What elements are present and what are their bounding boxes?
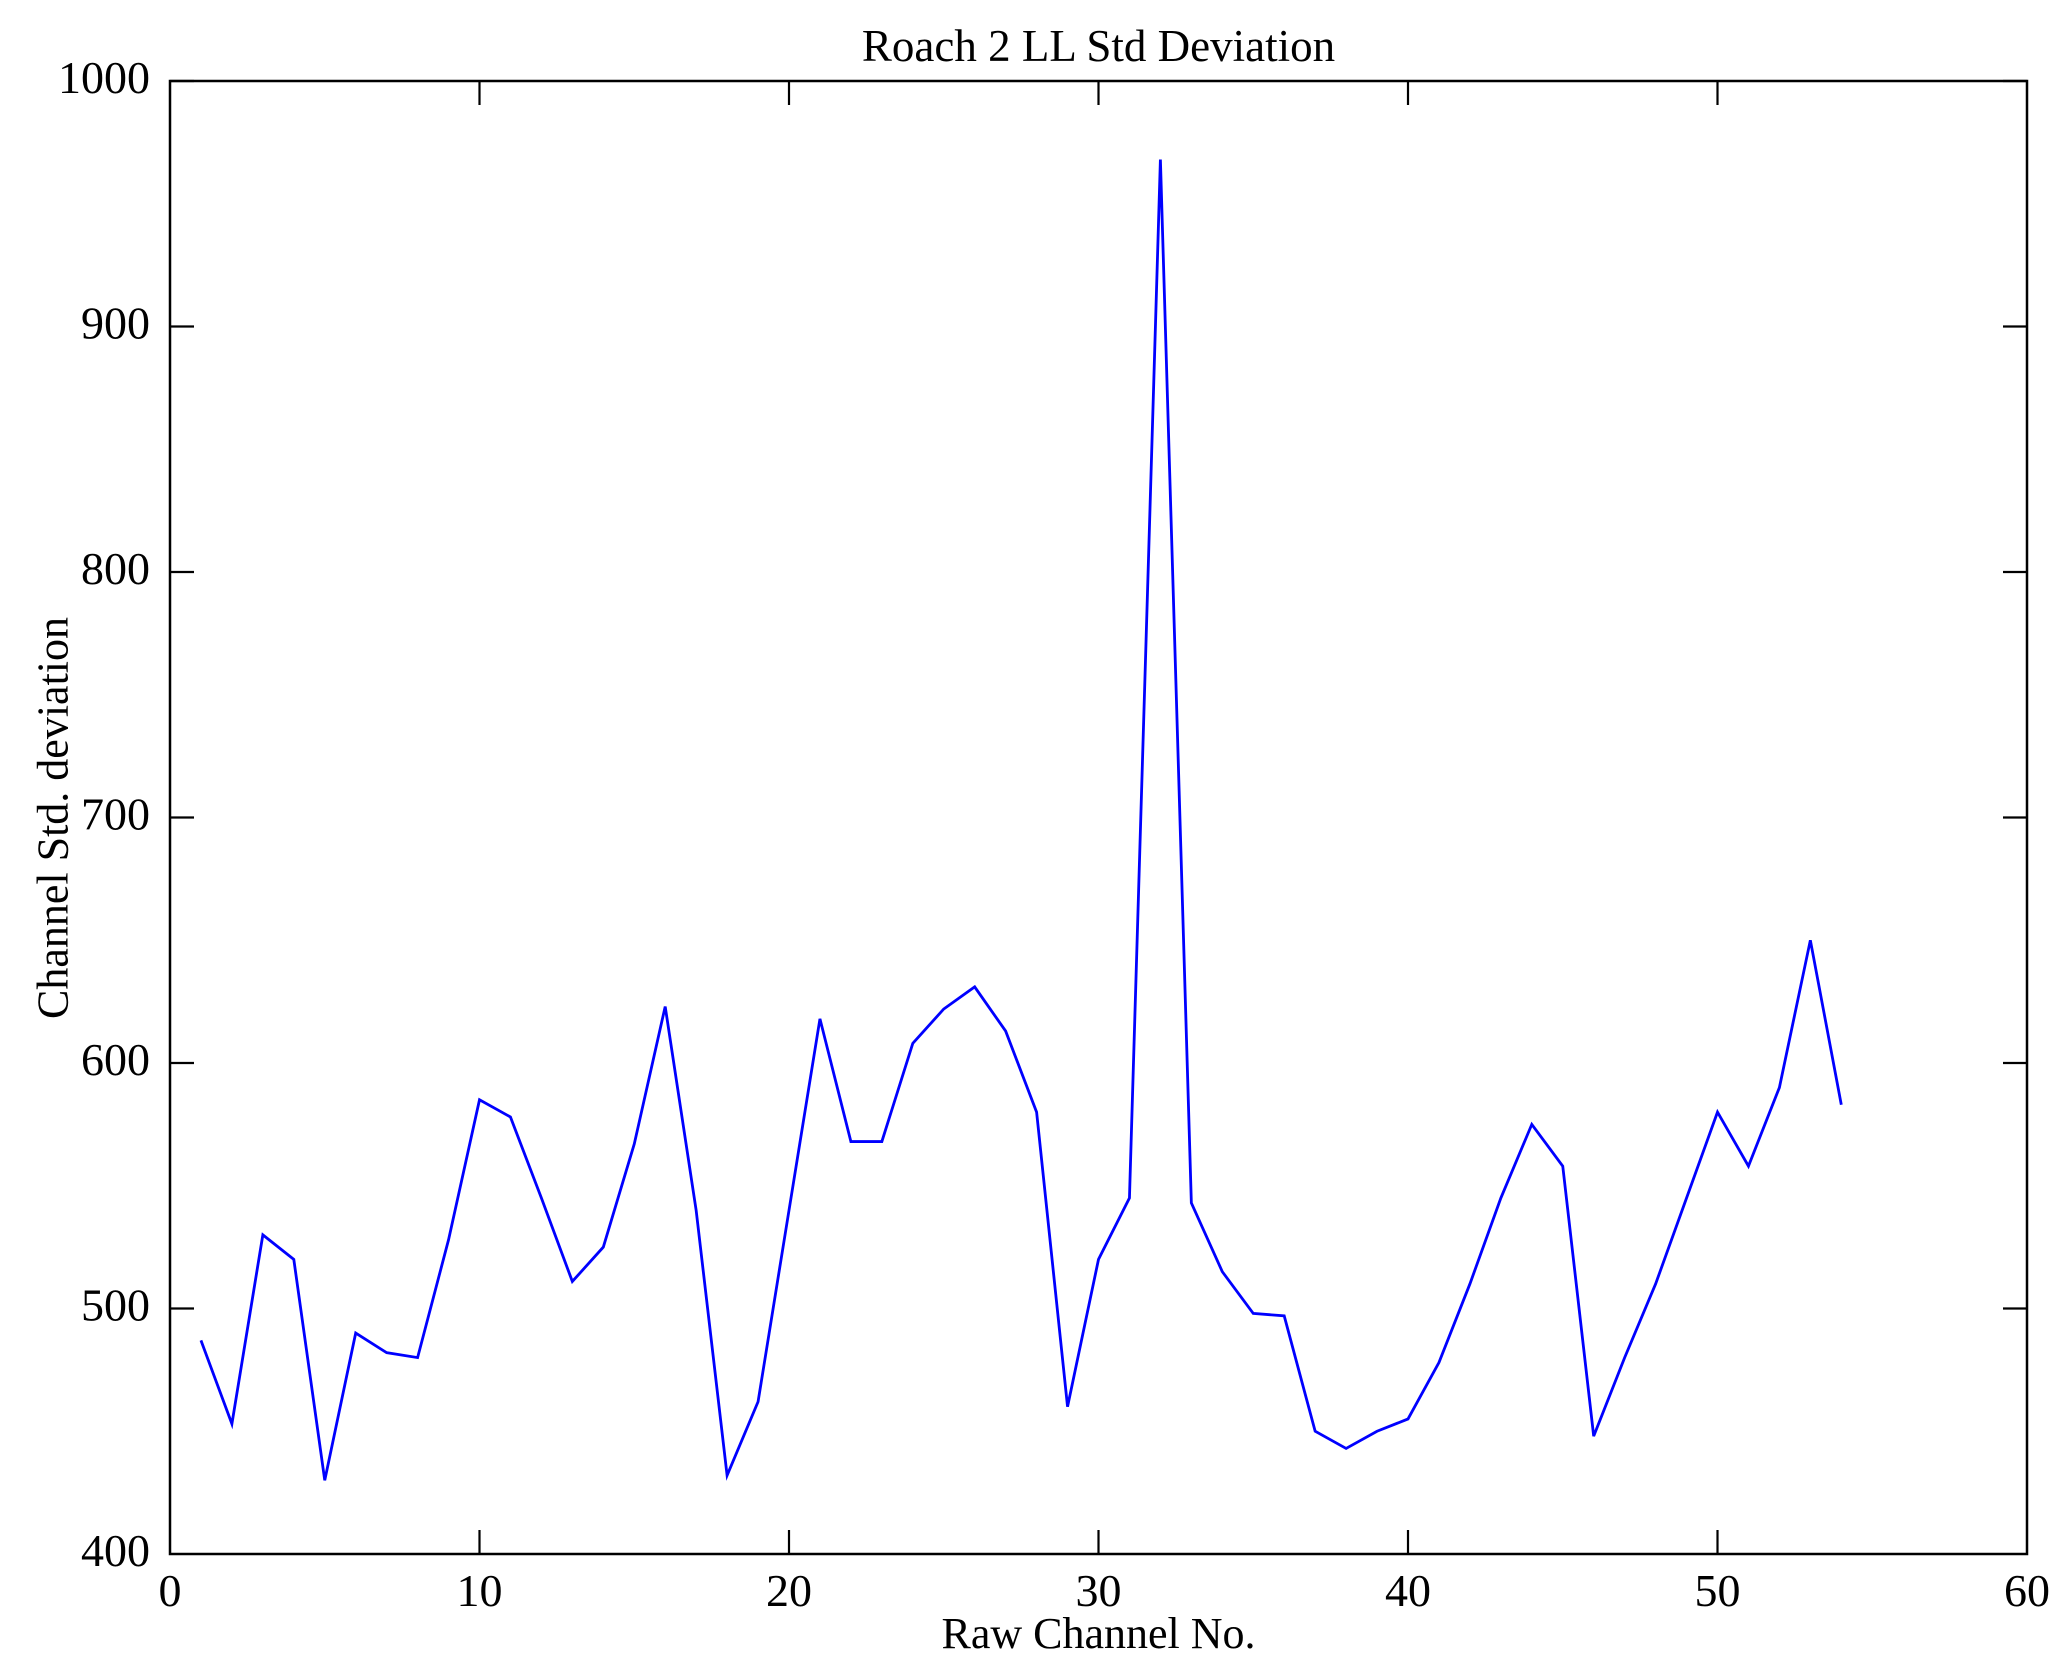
svg-text:700: 700 — [81, 789, 150, 840]
svg-text:10: 10 — [457, 1565, 503, 1616]
svg-text:40: 40 — [1385, 1565, 1431, 1616]
svg-text:800: 800 — [81, 543, 150, 594]
svg-text:20: 20 — [766, 1565, 812, 1616]
svg-text:400: 400 — [81, 1525, 150, 1576]
svg-text:50: 50 — [1695, 1565, 1741, 1616]
svg-text:0: 0 — [159, 1565, 182, 1616]
svg-text:1000: 1000 — [58, 52, 150, 103]
svg-text:30: 30 — [1076, 1565, 1122, 1616]
svg-text:600: 600 — [81, 1034, 150, 1085]
svg-text:900: 900 — [81, 298, 150, 349]
svg-text:60: 60 — [2004, 1565, 2050, 1616]
svg-text:500: 500 — [81, 1280, 150, 1331]
